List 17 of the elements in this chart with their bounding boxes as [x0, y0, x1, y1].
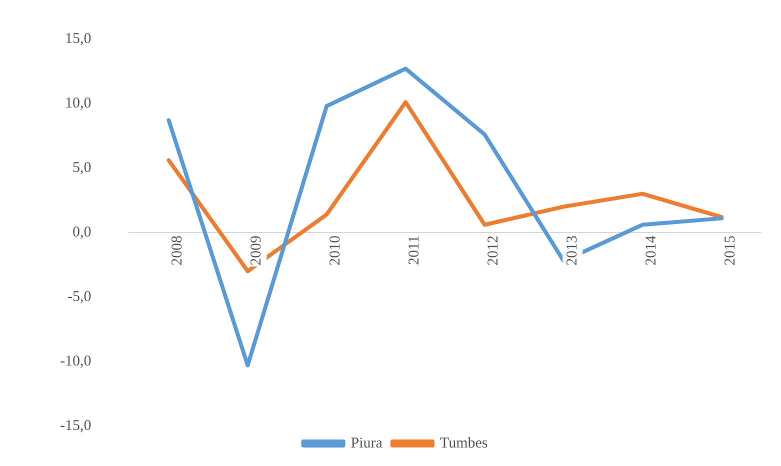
- legend-label: Piura: [350, 435, 383, 452]
- y-tick-label: -15,0: [60, 418, 92, 434]
- y-tick-label: 10,0: [64, 95, 92, 112]
- y-tick-label: 15,0: [64, 30, 92, 47]
- y-tick-label: 5,0: [72, 160, 92, 176]
- x-tick-label: 2014: [643, 235, 660, 266]
- y-tick-label: 0,0: [72, 224, 92, 240]
- legend-label: Tumbes: [440, 435, 488, 452]
- x-tick-label: 2012: [486, 236, 502, 266]
- x-tick-label: 2008: [170, 236, 186, 266]
- x-tick-label: 2009: [248, 236, 265, 266]
- x-tick-label: 2015: [722, 236, 738, 266]
- y-tick-label: -5,0: [67, 288, 92, 305]
- x-tick-label: 2011: [406, 236, 423, 265]
- x-tick-label: 2010: [328, 236, 344, 266]
- x-tick-label: 2013: [564, 236, 581, 266]
- y-tick-label: -10,0: [60, 353, 92, 370]
